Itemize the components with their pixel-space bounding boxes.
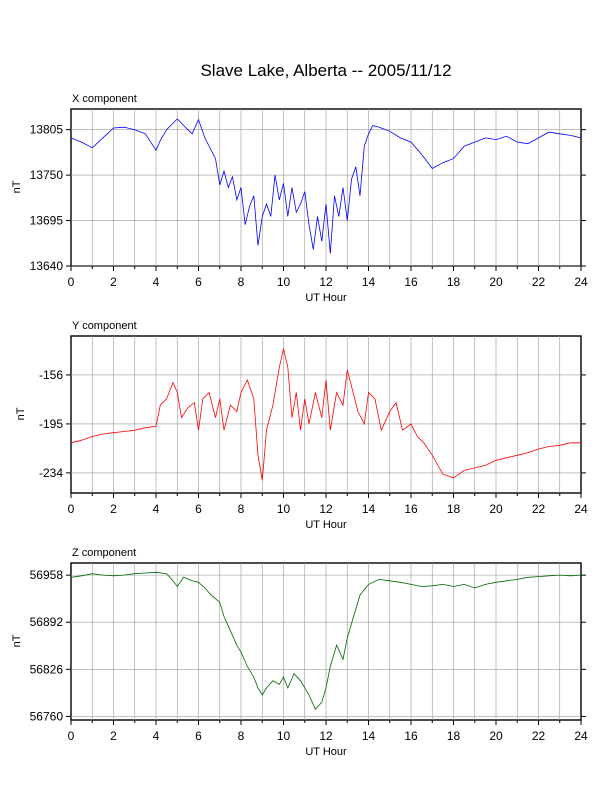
x-x-tick-label: 0 [68,275,75,289]
y-x-tick-label: 24 [574,502,588,516]
z-x-tick-label: 8 [238,729,245,743]
x-x-tick-label: 24 [574,275,588,289]
z-x-tick-label: 6 [195,729,202,743]
x-x-tick-label: 20 [489,275,503,289]
z-x-tick-label: 20 [489,729,503,743]
y-x-tick-label: 4 [153,502,160,516]
z-panel-title: Z component [72,547,136,559]
y-y-tick-label: -234 [39,466,63,480]
z-y-tick-label: 56958 [30,568,64,582]
x-x-tick-label: 16 [404,275,418,289]
x-x-tick-label: 12 [319,275,333,289]
x-panel-title: X component [72,93,137,105]
z-x-tick-label: 14 [362,729,376,743]
y-y-axis-label: nT [15,407,27,420]
y-x-tick-label: 2 [110,502,117,516]
y-x-tick-label: 20 [489,502,503,516]
y-grid [71,336,581,493]
x-y-tick-label: 13750 [30,168,64,182]
z-x-tick-label: 4 [153,729,160,743]
z-y-tick-label: 56760 [30,709,64,723]
y-panel-title: Y component [72,320,137,332]
z-y-tick-label: 56826 [30,662,64,676]
x-y-axis-label: nT [11,180,23,193]
x-x-tick-label: 10 [277,275,291,289]
z-y-tick-label: 56892 [30,615,64,629]
y-x-tick-label: 14 [362,502,376,516]
page-title: Slave Lake, Alberta -- 2005/11/12 [200,61,451,80]
z-x-tick-label: 24 [574,729,588,743]
y-x-tick-label: 12 [319,502,333,516]
y-x-axis: 0 2 4 6 8 10 12 14 16 18 20 22 24 [68,493,588,516]
z-x-axis-label: UT Hour [305,746,347,758]
x-x-tick-label: 18 [447,275,461,289]
y-x-tick-label: 10 [277,502,291,516]
y-x-axis-label: UT Hour [305,519,347,531]
z-x-axis: 0 2 4 6 8 10 12 14 16 18 20 22 24 [68,720,588,743]
z-x-tick-label: 18 [447,729,461,743]
z-x-tick-label: 2 [110,729,117,743]
z-x-tick-label: 16 [404,729,418,743]
y-x-tick-label: 6 [195,502,202,516]
x-x-tick-label: 8 [238,275,245,289]
z-y-axis: 56958 56892 56826 56760 [30,568,586,723]
z-y-axis-label: nT [11,634,23,647]
x-component-series-line [70,118,582,254]
z-x-tick-label: 12 [319,729,333,743]
x-x-axis-label: UT Hour [305,292,347,304]
x-y-tick-label: 13695 [30,214,64,228]
y-x-tick-label: 18 [447,502,461,516]
y-y-tick-label: -195 [39,417,63,431]
y-component-panel: Y component -156-195-234 0 2 4 6 8 10 12 14 16 18… [15,320,588,531]
y-x-tick-label: 16 [404,502,418,516]
x-y-tick-label: 13805 [30,123,64,137]
z-x-tick-label: 0 [68,729,75,743]
x-x-tick-label: 2 [110,275,117,289]
x-x-tick-label: 14 [362,275,376,289]
y-x-tick-label: 0 [68,502,75,516]
y-y-tick-label: -156 [39,368,63,382]
x-x-tick-label: 4 [153,275,160,289]
z-x-tick-label: 22 [532,729,546,743]
y-y-axis: -156 -195 -234 [39,368,586,480]
y-x-tick-label: 22 [532,502,546,516]
x-x-tick-label: 6 [195,275,202,289]
x-y-axis: 13805 13750 13695 13640 [30,123,586,273]
y-component-series-line [70,348,581,481]
x-x-tick-label: 22 [532,275,546,289]
z-x-tick-label: 10 [277,729,291,743]
y-x-tick-label: 8 [238,502,245,516]
x-x-axis: 0 2 4 6 8 10 12 14 16 18 20 22 24 [68,266,588,289]
z-component-series-line [70,571,582,711]
x-y-tick-label: 13640 [30,259,64,273]
z-grid [71,563,581,720]
